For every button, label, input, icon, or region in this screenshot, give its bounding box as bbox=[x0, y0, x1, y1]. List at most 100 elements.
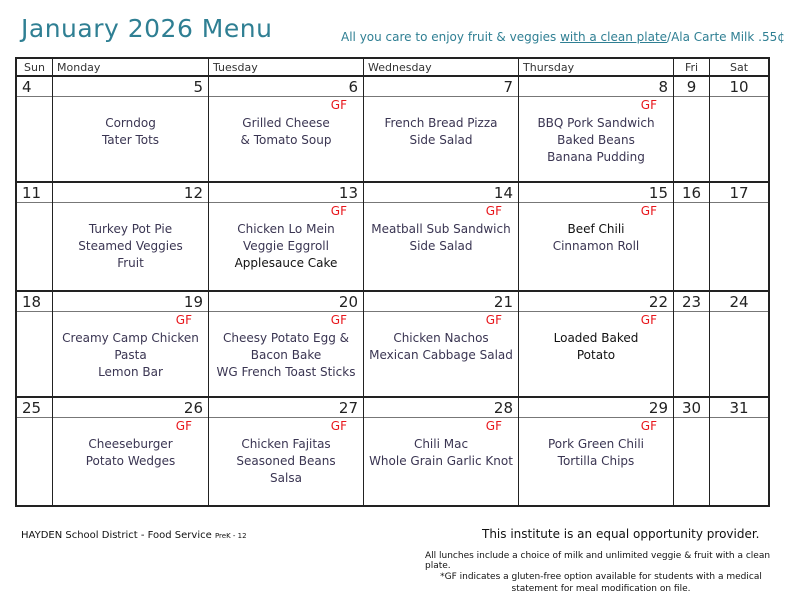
menu-item: Meatball Sub Sandwich bbox=[371, 222, 511, 236]
day-cell: 29 GF Pork Green Chili Tortilla Chips bbox=[519, 398, 674, 505]
gf-badge: GF bbox=[640, 98, 657, 112]
grades: PreK - 12 bbox=[214, 532, 247, 540]
menu-item: Pasta bbox=[114, 348, 147, 362]
menu-item: Cheeseburger bbox=[88, 437, 173, 451]
day-cell-fri: 23 bbox=[674, 292, 710, 398]
menu-item: Salsa bbox=[270, 471, 302, 485]
day-cell: 21 GF Chicken Nachos Mexican Cabbage Salad bbox=[364, 292, 519, 398]
date-number: 30 bbox=[674, 398, 709, 418]
gf-badge: GF bbox=[330, 419, 347, 433]
menu-items: BBQ Pork Sandwich Baked Beans Banana Puddi… bbox=[519, 115, 673, 166]
menu-item: Mexican Cabbage Salad bbox=[369, 348, 513, 362]
menu-item: Banana Pudding bbox=[547, 150, 645, 164]
menu-item: Fruit bbox=[117, 256, 144, 270]
gf-badge: GF bbox=[640, 419, 657, 433]
gf-badge: GF bbox=[640, 313, 657, 327]
menu-item: Loaded Baked bbox=[553, 331, 639, 345]
header-monday: Monday bbox=[53, 59, 209, 77]
date-number: 18 bbox=[17, 292, 52, 312]
gf-badge: GF bbox=[485, 419, 502, 433]
menu-item: Cinnamon Roll bbox=[552, 239, 640, 253]
menu-item: Potato bbox=[576, 348, 616, 362]
menu-items: Chicken Nachos Mexican Cabbage Salad bbox=[364, 330, 518, 364]
date-number: 11 bbox=[17, 183, 52, 203]
menu-item: WG French Toast Sticks bbox=[216, 365, 356, 379]
day-cell: 19 GF Creamy Camp Chicken Pasta Lemon Bar bbox=[53, 292, 209, 398]
day-cell: 13 GF Chicken Lo Mein Veggie Eggroll Applesa… bbox=[209, 183, 364, 292]
gf-badge: GF bbox=[485, 313, 502, 327]
menu-items: Corndog Tater Tots bbox=[53, 115, 208, 149]
menu-item: Chicken Lo Mein bbox=[237, 222, 335, 236]
menu-item: Side Salad bbox=[409, 239, 473, 253]
menu-item: Whole Grain Garlic Knot bbox=[369, 454, 513, 468]
menu-item: Steamed Veggies bbox=[78, 239, 183, 253]
date-number: 6 bbox=[209, 77, 363, 97]
tagline-underlined: with a clean plate bbox=[560, 30, 668, 44]
district-label: HAYDEN School District - Food Service Pr… bbox=[21, 530, 247, 541]
menu-item: Seasoned Beans bbox=[236, 454, 336, 468]
date-number: 19 bbox=[53, 292, 208, 312]
menu-items: Creamy Camp Chicken Pasta Lemon Bar bbox=[53, 330, 208, 381]
date-number: 15 bbox=[519, 183, 673, 203]
tagline-milk: /Ala Carte Milk .55¢ bbox=[667, 30, 785, 44]
menu-items: Chicken Fajitas Seasoned Beans Salsa bbox=[209, 436, 363, 487]
date-number: 23 bbox=[674, 292, 709, 312]
day-cell: 22 GF Loaded Baked Potato bbox=[519, 292, 674, 398]
day-cell: 7 French Bread Pizza Side Salad bbox=[364, 77, 519, 183]
menu-item: Cheesy Potato Egg & bbox=[223, 331, 349, 345]
day-cell: 14 GF Meatball Sub Sandwich Side Salad bbox=[364, 183, 519, 292]
menu-items: Beef Chili Cinnamon Roll bbox=[519, 221, 673, 255]
header-sat: Sat bbox=[710, 59, 768, 77]
date-number: 7 bbox=[364, 77, 518, 97]
date-number: 21 bbox=[364, 292, 518, 312]
menu-item: Chicken Nachos bbox=[393, 331, 489, 345]
day-cell: 5 Corndog Tater Tots bbox=[53, 77, 209, 183]
menu-item: Veggie Eggroll bbox=[243, 239, 329, 253]
date-number: 17 bbox=[710, 183, 768, 203]
menu-calendar: Sun Monday Tuesday Wednesday Thursday Fr… bbox=[15, 57, 770, 507]
menu-item: Potato Wedges bbox=[85, 454, 176, 468]
day-cell-sat: 24 bbox=[710, 292, 768, 398]
gf-badge: GF bbox=[330, 204, 347, 218]
date-number: 8 bbox=[519, 77, 673, 97]
menu-items: Grilled Cheese & Tomato Soup bbox=[209, 115, 363, 149]
menu-item: Tater Tots bbox=[101, 133, 160, 147]
day-cell: 8 GF BBQ Pork Sandwich Baked Beans Banana Pu… bbox=[519, 77, 674, 183]
menu-item: Bacon Bake bbox=[250, 348, 322, 362]
day-cell-sat: 17 bbox=[710, 183, 768, 292]
date-number: 31 bbox=[710, 398, 768, 418]
date-number: 27 bbox=[209, 398, 363, 418]
gf-badge: GF bbox=[330, 98, 347, 112]
menu-items: Turkey Pot Pie Steamed Veggies Fruit bbox=[53, 221, 208, 272]
date-number: 9 bbox=[674, 77, 709, 97]
header-tuesday: Tuesday bbox=[209, 59, 364, 77]
gf-badge: GF bbox=[175, 419, 192, 433]
menu-items: Loaded Baked Potato bbox=[519, 330, 673, 364]
gf-badge: GF bbox=[485, 204, 502, 218]
day-cell-fri: 16 bbox=[674, 183, 710, 292]
page-title: January 2026 Menu bbox=[21, 14, 273, 43]
day-cell: 15 GF Beef Chili Cinnamon Roll bbox=[519, 183, 674, 292]
menu-item: BBQ Pork Sandwich bbox=[537, 116, 655, 130]
menu-item: Corndog bbox=[105, 116, 156, 130]
date-number: 13 bbox=[209, 183, 363, 203]
tagline-text: All you care to enjoy fruit & veggies bbox=[341, 30, 561, 44]
date-number: 28 bbox=[364, 398, 518, 418]
date-number: 29 bbox=[519, 398, 673, 418]
date-number: 4 bbox=[17, 77, 52, 97]
day-cell-sun: 25 bbox=[17, 398, 53, 505]
day-cell-sat: 10 bbox=[710, 77, 768, 183]
gf-badge: GF bbox=[640, 204, 657, 218]
date-number: 20 bbox=[209, 292, 363, 312]
district-name: HAYDEN School District - Food Service bbox=[21, 530, 215, 541]
day-cell-fri: 9 bbox=[674, 77, 710, 183]
tagline: All you care to enjoy fruit & veggies wi… bbox=[341, 30, 785, 44]
date-number: 22 bbox=[519, 292, 673, 312]
day-cell-sat: 31 bbox=[710, 398, 768, 505]
header-sun: Sun bbox=[17, 59, 53, 77]
menu-items: Chili Mac Whole Grain Garlic Knot bbox=[364, 436, 518, 470]
date-number: 12 bbox=[53, 183, 208, 203]
menu-item: & Tomato Soup bbox=[240, 133, 332, 147]
menu-item: Beef Chili bbox=[567, 222, 625, 236]
day-cell: 27 GF Chicken Fajitas Seasoned Beans Salsa bbox=[209, 398, 364, 505]
